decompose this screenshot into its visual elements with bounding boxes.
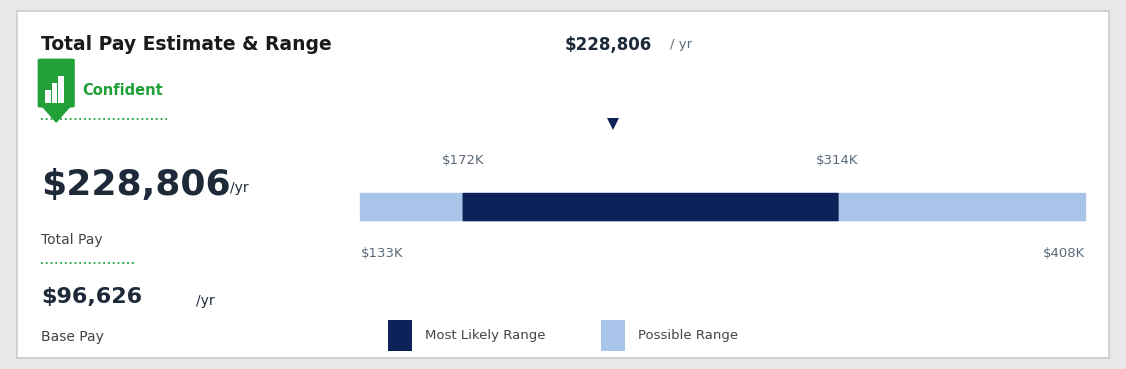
- Text: Base Pay: Base Pay: [41, 330, 104, 344]
- Text: / yr: / yr: [670, 38, 692, 51]
- Text: /yr: /yr: [196, 294, 215, 308]
- Text: $172K: $172K: [443, 154, 485, 167]
- FancyBboxPatch shape: [463, 193, 839, 221]
- Text: Total Pay: Total Pay: [41, 233, 102, 247]
- Bar: [59, 76, 64, 103]
- Text: Most Likely Range: Most Likely Range: [426, 329, 546, 342]
- Bar: [52, 83, 57, 103]
- Polygon shape: [41, 104, 72, 122]
- Text: $228,806: $228,806: [564, 37, 651, 55]
- Text: Possible Range: Possible Range: [638, 329, 739, 342]
- Text: Confident: Confident: [82, 83, 163, 99]
- Bar: [388, 320, 412, 351]
- FancyBboxPatch shape: [360, 193, 1087, 221]
- FancyBboxPatch shape: [37, 59, 74, 107]
- Text: $133K: $133K: [361, 247, 403, 260]
- Text: $314K: $314K: [816, 154, 859, 167]
- Text: Total Pay Estimate & Range: Total Pay Estimate & Range: [41, 35, 332, 54]
- Text: $228,806: $228,806: [41, 168, 231, 201]
- Text: /yr: /yr: [230, 181, 249, 195]
- Bar: [601, 320, 625, 351]
- Text: $96,626: $96,626: [41, 287, 142, 307]
- FancyBboxPatch shape: [17, 11, 1109, 358]
- Text: $408K: $408K: [1043, 247, 1085, 260]
- Bar: [45, 90, 51, 103]
